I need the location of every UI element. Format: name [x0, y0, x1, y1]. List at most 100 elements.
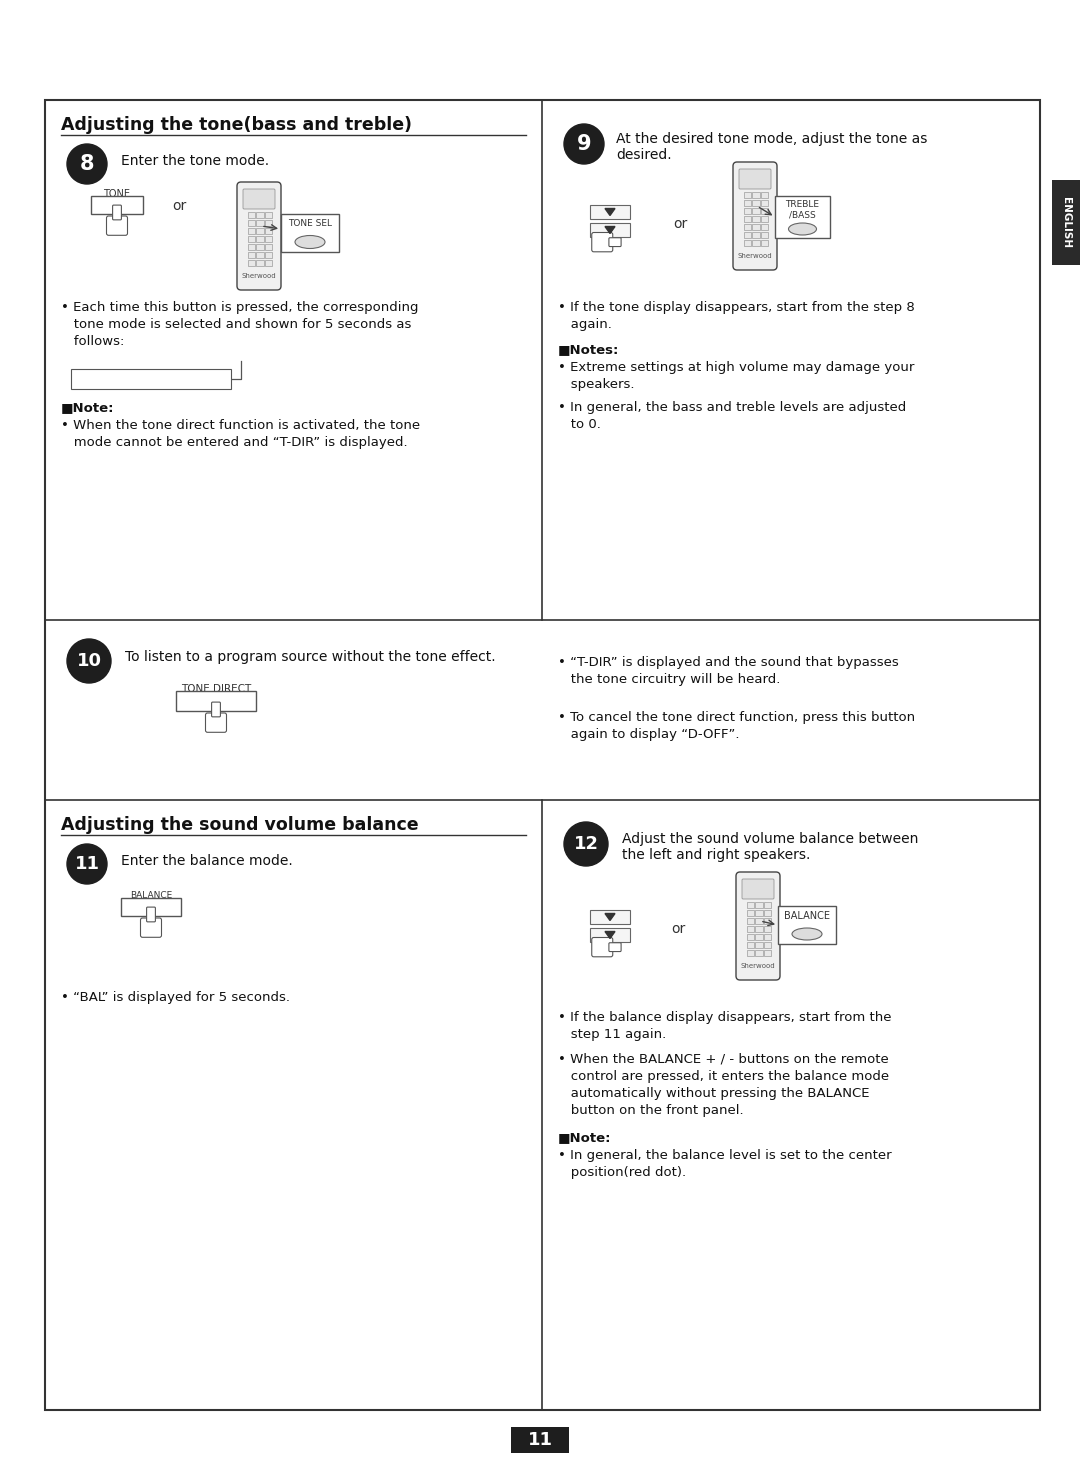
Circle shape [564, 124, 604, 164]
Text: BALANCE: BALANCE [784, 911, 831, 921]
Text: • In general, the balance level is set to the center
   position(red dot).: • In general, the balance level is set t… [558, 1149, 892, 1179]
Bar [760, 240, 768, 246]
Bar [764, 918, 771, 924]
Bar [256, 220, 264, 226]
Ellipse shape [792, 927, 822, 941]
Bar [590, 223, 630, 237]
Bar [764, 910, 771, 916]
Bar [760, 192, 768, 198]
Text: TONE DIRECT: TONE DIRECT [180, 683, 252, 694]
FancyBboxPatch shape [147, 907, 156, 921]
Ellipse shape [295, 235, 325, 248]
Bar [248, 260, 255, 266]
Bar [755, 918, 762, 924]
Text: 8: 8 [80, 154, 94, 175]
Text: Sherwood: Sherwood [738, 253, 772, 259]
Bar [590, 910, 630, 924]
Text: or: or [671, 921, 685, 936]
Text: Sherwood: Sherwood [741, 963, 775, 969]
Text: Enter the balance mode.: Enter the balance mode. [121, 853, 293, 868]
Text: ■Notes:: ■Notes: [558, 343, 619, 356]
Bar [256, 228, 264, 234]
Bar [747, 926, 754, 932]
Text: • If the balance display disappears, start from the
   step 11 again.: • If the balance display disappears, sta… [558, 1012, 891, 1041]
Bar [265, 228, 272, 234]
FancyBboxPatch shape [205, 713, 227, 732]
Bar [281, 214, 339, 251]
Bar [755, 926, 762, 932]
Text: 11: 11 [75, 855, 99, 873]
Text: • When the BALANCE + / - buttons on the remote
   control are pressed, it enters: • When the BALANCE + / - buttons on the … [558, 1053, 889, 1117]
Text: 12: 12 [573, 836, 598, 853]
Ellipse shape [788, 223, 816, 235]
Text: Adjust the sound volume balance between
the left and right speakers.: Adjust the sound volume balance between … [622, 833, 918, 862]
Bar [590, 206, 630, 219]
Text: TONE SEL: TONE SEL [288, 219, 332, 228]
Bar [744, 232, 752, 238]
FancyBboxPatch shape [735, 873, 780, 981]
Bar [45, 101, 1040, 1409]
Text: Sherwood: Sherwood [242, 274, 276, 280]
Text: Adjusting the sound volume balance: Adjusting the sound volume balance [60, 816, 419, 834]
Bar [590, 927, 630, 942]
Text: TONE: TONE [104, 189, 131, 200]
Bar [747, 935, 754, 941]
Bar [248, 237, 255, 243]
Polygon shape [605, 226, 615, 234]
Bar [755, 910, 762, 916]
Bar [256, 211, 264, 217]
Bar [764, 942, 771, 948]
Circle shape [67, 639, 111, 683]
Polygon shape [605, 209, 615, 216]
Bar [753, 209, 759, 214]
FancyBboxPatch shape [243, 189, 275, 209]
Bar [248, 251, 255, 257]
Bar [747, 942, 754, 948]
Text: ■Note:: ■Note: [558, 1131, 611, 1143]
Text: ENGLISH: ENGLISH [1061, 197, 1071, 248]
Text: • Extreme settings at high volume may damage your
   speakers.: • Extreme settings at high volume may da… [558, 361, 915, 390]
Bar [753, 223, 759, 231]
Bar [755, 935, 762, 941]
Bar [265, 260, 272, 266]
Text: or: or [172, 200, 186, 213]
Bar [753, 216, 759, 222]
Bar [744, 223, 752, 231]
Bar [248, 211, 255, 217]
FancyBboxPatch shape [739, 169, 771, 189]
FancyBboxPatch shape [237, 182, 281, 290]
Bar [744, 216, 752, 222]
Bar [744, 209, 752, 214]
Bar [760, 223, 768, 231]
Text: • “T-DIR” is displayed and the sound that bypasses
   the tone circuitry will be: • “T-DIR” is displayed and the sound tha… [558, 657, 899, 686]
Bar [760, 200, 768, 206]
Bar [265, 244, 272, 250]
Text: Adjusting the tone(bass and treble): Adjusting the tone(bass and treble) [60, 115, 411, 135]
Bar [753, 240, 759, 246]
Bar [753, 200, 759, 206]
Bar [248, 244, 255, 250]
Bar [256, 237, 264, 243]
Bar [256, 244, 264, 250]
FancyBboxPatch shape [609, 238, 621, 247]
Bar [760, 232, 768, 238]
FancyBboxPatch shape [107, 216, 127, 235]
Bar [265, 220, 272, 226]
FancyBboxPatch shape [212, 703, 220, 717]
Text: At the desired tone mode, adjust the tone as
desired.: At the desired tone mode, adjust the ton… [616, 132, 928, 163]
Bar [764, 902, 771, 908]
Bar [755, 902, 762, 908]
Text: • In general, the bass and treble levels are adjusted
   to 0.: • In general, the bass and treble levels… [558, 401, 906, 430]
Bar [1052, 180, 1080, 265]
Polygon shape [605, 914, 615, 920]
Bar [775, 197, 831, 238]
Text: • To cancel the tone direct function, press this button
   again to display “D-O: • To cancel the tone direct function, pr… [558, 711, 915, 741]
Text: To listen to a program source without the tone effect.: To listen to a program source without th… [125, 649, 496, 664]
Bar [265, 211, 272, 217]
Bar [248, 220, 255, 226]
Circle shape [564, 822, 608, 867]
Bar [747, 918, 754, 924]
Text: TREBLE
/BASS: TREBLE /BASS [785, 200, 820, 219]
FancyBboxPatch shape [609, 942, 621, 951]
Text: • If the tone display disappears, start from the step 8
   again.: • If the tone display disappears, start … [558, 302, 915, 331]
